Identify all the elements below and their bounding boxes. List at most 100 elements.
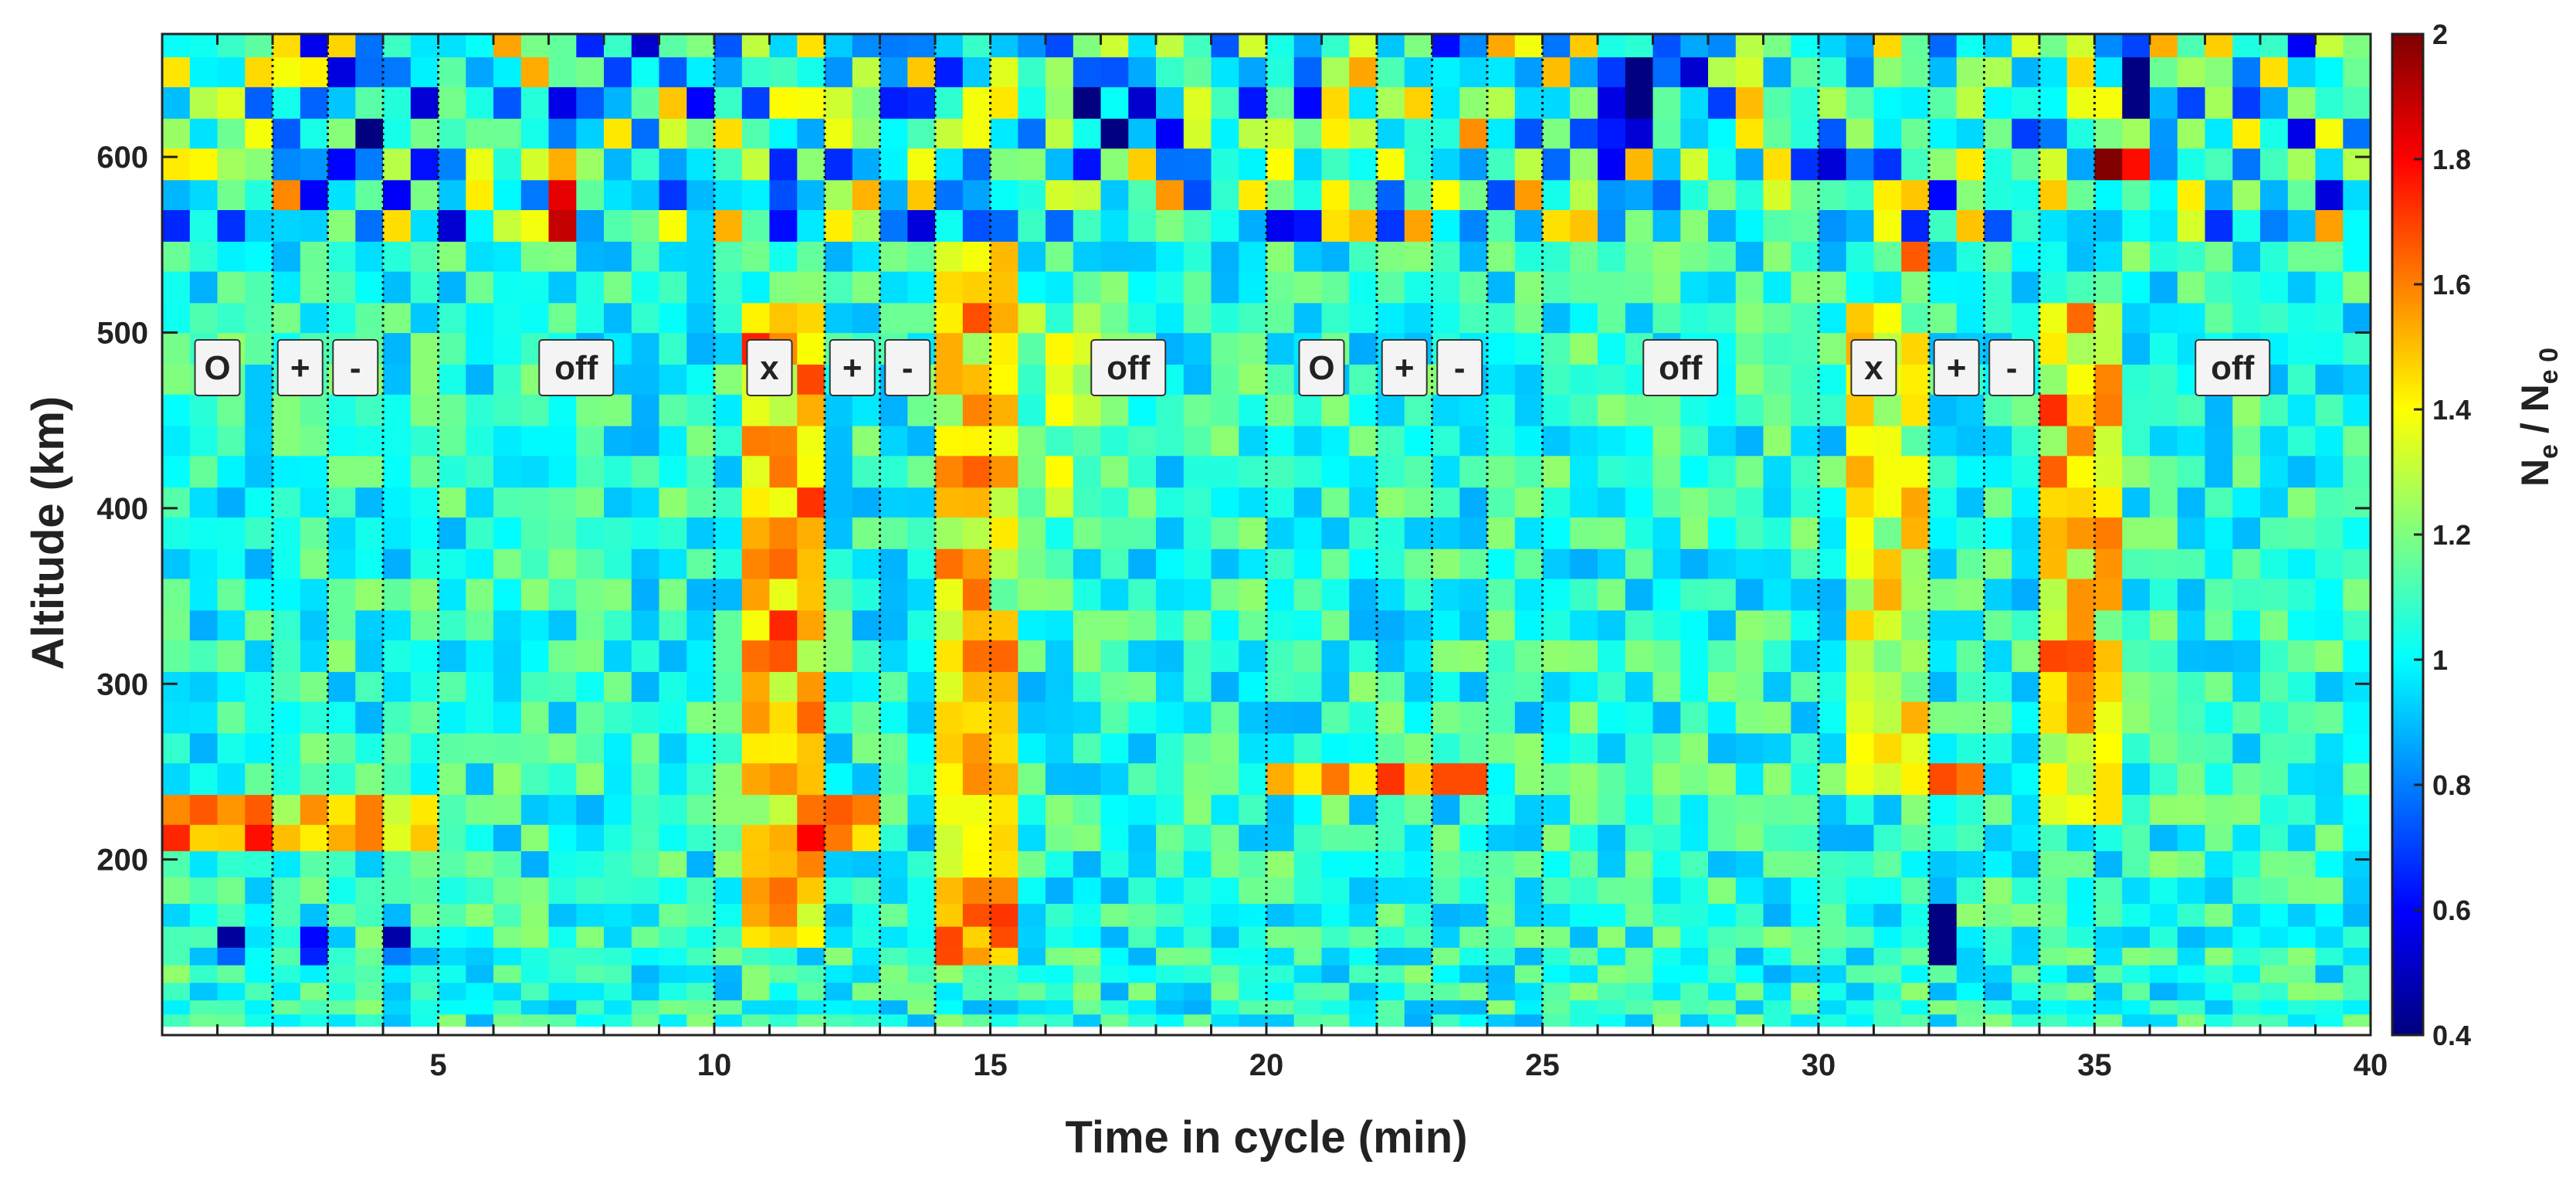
heatmap-cell bbox=[438, 426, 466, 457]
heatmap-cell bbox=[2066, 34, 2096, 58]
heatmap-cell bbox=[797, 394, 825, 426]
heatmap-cell bbox=[438, 87, 466, 119]
heatmap-cell bbox=[1459, 947, 1488, 966]
heatmap-cell bbox=[1018, 87, 1046, 119]
heatmap-cell bbox=[2012, 56, 2040, 87]
heatmap-cell bbox=[548, 609, 577, 641]
heatmap-cell bbox=[2315, 394, 2344, 426]
heatmap-cell bbox=[2205, 877, 2233, 905]
heatmap-cell bbox=[2232, 118, 2261, 149]
heatmap-cell bbox=[327, 517, 356, 549]
heatmap-cell bbox=[1652, 241, 1681, 272]
heatmap-cell bbox=[1763, 1000, 1791, 1015]
heatmap-cell bbox=[2260, 671, 2289, 702]
heatmap-cell bbox=[2094, 640, 2123, 672]
heatmap-cell bbox=[1183, 1000, 1212, 1015]
heatmap-cell bbox=[1046, 640, 1074, 672]
heatmap-cell bbox=[2287, 455, 2317, 488]
heatmap-cell bbox=[1735, 877, 1764, 905]
heatmap-cell bbox=[1046, 241, 1074, 272]
heatmap-cell bbox=[1432, 640, 1460, 672]
heatmap-cell bbox=[1652, 270, 1681, 304]
heatmap-cell bbox=[548, 794, 577, 825]
heatmap-cell bbox=[438, 34, 466, 58]
heatmap-cell bbox=[548, 732, 577, 764]
heatmap-cell bbox=[1156, 762, 1185, 796]
heatmap-cell bbox=[1598, 34, 1626, 58]
heatmap-cell bbox=[1073, 517, 1102, 549]
heatmap-cell bbox=[2315, 270, 2344, 304]
heatmap-cell bbox=[1570, 548, 1598, 579]
heatmap-cell bbox=[1625, 926, 1654, 948]
heatmap-cell bbox=[576, 926, 605, 948]
heatmap-cell bbox=[1459, 850, 1488, 878]
heatmap-cell bbox=[1459, 148, 1488, 181]
heatmap-cell bbox=[2343, 332, 2371, 365]
heatmap-cell bbox=[1404, 640, 1433, 672]
heatmap-cell bbox=[217, 982, 246, 1001]
heatmap-cell bbox=[189, 965, 219, 983]
heatmap-cell bbox=[217, 487, 246, 518]
heatmap-cell bbox=[1293, 118, 1323, 149]
heatmap-cell bbox=[1873, 903, 1902, 927]
heatmap-cell bbox=[1818, 34, 1847, 58]
heatmap-cell bbox=[520, 640, 550, 672]
heatmap-cell bbox=[466, 34, 494, 58]
heatmap-cell bbox=[1239, 302, 1267, 334]
heatmap-cell bbox=[1239, 903, 1267, 927]
heatmap-cell bbox=[852, 426, 881, 457]
heatmap-cell bbox=[1211, 903, 1239, 927]
heatmap-cell bbox=[1487, 517, 1516, 549]
heatmap-cell bbox=[1570, 1000, 1598, 1015]
heatmap-cell bbox=[162, 118, 191, 149]
heatmap-cell bbox=[604, 965, 632, 983]
heatmap-cell bbox=[1293, 426, 1323, 457]
heatmap-cell bbox=[2315, 671, 2344, 702]
heatmap-cell bbox=[1349, 455, 1378, 488]
heatmap-cell bbox=[2232, 270, 2261, 304]
heatmap-cell bbox=[576, 209, 605, 242]
heatmap-cell bbox=[1625, 34, 1654, 58]
heatmap-cell bbox=[1404, 548, 1433, 579]
heatmap-cell bbox=[189, 56, 219, 87]
heatmap-cell bbox=[2343, 179, 2371, 210]
heatmap-cell bbox=[1239, 487, 1267, 518]
heatmap-cell bbox=[962, 426, 991, 457]
heatmap-cell bbox=[1211, 118, 1239, 149]
heatmap-cell bbox=[245, 903, 273, 927]
heatmap-cell bbox=[1293, 926, 1323, 948]
heatmap-cell bbox=[1211, 332, 1239, 365]
heatmap-cell bbox=[548, 209, 577, 242]
heatmap-cell bbox=[2205, 270, 2233, 304]
heatmap-cell bbox=[1404, 947, 1433, 966]
heatmap-cell bbox=[217, 302, 246, 334]
heatmap-cell bbox=[769, 965, 798, 983]
heatmap-cell bbox=[548, 965, 577, 983]
heatmap-cell bbox=[1487, 87, 1516, 119]
heatmap-cell bbox=[217, 118, 246, 149]
heatmap-cell bbox=[1818, 762, 1847, 796]
heatmap-cell bbox=[1791, 548, 1819, 579]
heatmap-cell bbox=[2343, 877, 2371, 905]
heatmap-cell bbox=[1625, 241, 1654, 272]
heatmap-cell bbox=[852, 877, 881, 905]
heatmap-cell bbox=[548, 270, 577, 304]
heatmap-cell bbox=[1211, 148, 1239, 181]
heatmap-cell bbox=[1211, 926, 1239, 948]
heatmap-cell bbox=[1266, 179, 1295, 210]
heatmap-cell bbox=[769, 578, 798, 611]
heatmap-cell bbox=[1542, 794, 1571, 825]
heatmap-cell bbox=[217, 578, 246, 611]
heatmap-cell bbox=[2205, 982, 2233, 1001]
heatmap-cell bbox=[2066, 332, 2096, 365]
heatmap-cell bbox=[300, 241, 329, 272]
heatmap-cell bbox=[907, 148, 936, 181]
x-tick-label: 30 bbox=[1802, 1048, 1836, 1082]
heatmap-cell bbox=[438, 762, 466, 796]
heatmap-cell bbox=[714, 732, 743, 764]
heatmap-cell bbox=[1073, 609, 1102, 641]
heatmap-cell bbox=[1570, 794, 1598, 825]
heatmap-cell bbox=[907, 701, 936, 734]
heatmap-cell bbox=[1100, 179, 1129, 210]
heatmap-cell bbox=[2287, 118, 2317, 149]
